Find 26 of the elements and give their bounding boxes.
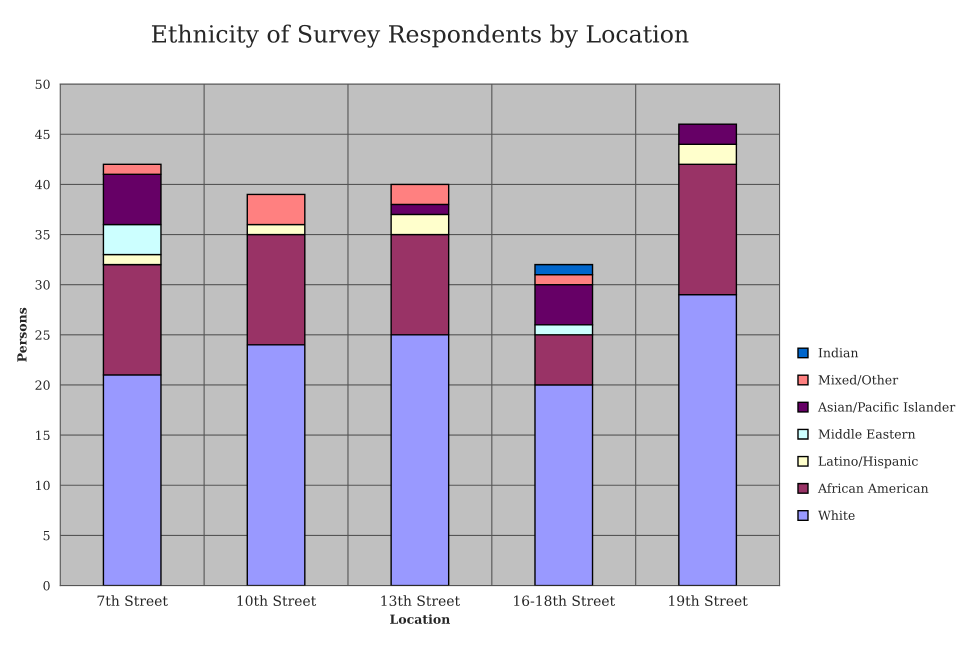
y-tick-label: 50 xyxy=(36,80,50,90)
y-tick-label: 45 xyxy=(35,130,50,140)
x-tick-label: 16-18th Street xyxy=(514,595,616,606)
legend-label: Latino/Hispanic xyxy=(818,456,918,468)
y-tick-label: 0 xyxy=(43,581,50,590)
x-tick-label: 7th Street xyxy=(98,595,168,606)
y-tick-label: 10 xyxy=(36,480,50,490)
chart-title: Ethnicity of Survey Respondents by Location xyxy=(152,24,688,48)
y-tick-label: 35 xyxy=(36,230,50,240)
legend-label: Indian xyxy=(818,348,858,358)
legend-label: Middle Eastern xyxy=(818,429,916,439)
legend-label: White xyxy=(818,510,855,520)
y-tick-label: 20 xyxy=(35,380,50,390)
y-tick-label: 5 xyxy=(44,531,50,540)
y-tick-label: 30 xyxy=(36,280,50,290)
legend-label: African American xyxy=(818,483,928,493)
legend-label: Asian/Pacific Islander xyxy=(818,402,956,413)
y-tick-label: 15 xyxy=(36,430,50,440)
x-tick-label: 13th Street xyxy=(381,595,460,606)
x-tick-label: 10th Street xyxy=(238,595,316,606)
y-axis-title: Persons xyxy=(17,308,27,362)
x-axis-title: Location xyxy=(390,614,450,624)
y-tick-label: 40 xyxy=(35,180,50,190)
x-tick-label: 19th Street xyxy=(669,595,748,606)
legend-label: Mixed/Other xyxy=(818,374,898,386)
y-tick-label: 25 xyxy=(35,330,50,340)
